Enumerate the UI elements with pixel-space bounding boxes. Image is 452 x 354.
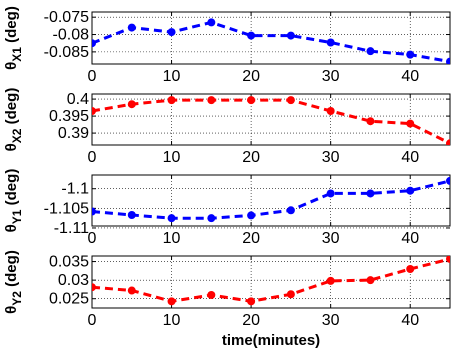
x-tick-label: 20	[242, 68, 260, 85]
y-tick-label: -1.11	[54, 220, 89, 237]
x-tick-label: 0	[88, 68, 97, 85]
y-tick-label: -0.085	[44, 44, 89, 61]
x-tick-label: 30	[322, 312, 340, 329]
data-point	[92, 107, 96, 115]
x-tick-label: 10	[163, 149, 181, 166]
axes-frame	[91, 11, 451, 65]
y-tick-label: 0.025	[49, 291, 89, 308]
y-tick-label: -1.105	[44, 200, 89, 217]
data-point	[286, 206, 295, 215]
data-point	[167, 28, 176, 37]
series-line	[92, 98, 450, 145]
data-point	[247, 297, 256, 306]
data-point	[92, 39, 96, 48]
data-point	[326, 189, 335, 198]
data-point	[366, 276, 375, 285]
data-point	[286, 96, 295, 105]
data-point	[167, 214, 176, 223]
subplot-4: 0 10 20 30 40 0.025 0.030.035 θY2 (deg) time(min…	[3, 250, 451, 349]
data-point	[406, 119, 415, 128]
axes-frame	[91, 255, 451, 309]
y-tick-label: -0.08	[53, 27, 90, 44]
x-tick-label: 20	[242, 312, 260, 329]
data-point	[127, 286, 136, 295]
y-tick-label: 0.395	[49, 108, 89, 125]
x-tick-label: 40	[401, 230, 419, 247]
data-point	[446, 176, 450, 185]
data-point	[446, 139, 450, 145]
data-point	[92, 207, 96, 216]
data-point	[286, 290, 295, 299]
data-point	[406, 50, 415, 59]
series-line	[92, 179, 450, 220]
data-point	[326, 107, 335, 115]
data-point	[247, 96, 256, 105]
y-tick-label: 0.39	[58, 125, 89, 142]
y-axis-label: θY1 (deg)	[3, 169, 24, 233]
data-point	[127, 100, 136, 109]
series-line	[92, 257, 450, 303]
y-tick-label: 0.03	[58, 272, 89, 289]
y-tick-label: 0.4	[67, 91, 89, 108]
x-tick-label: 20	[242, 230, 260, 247]
x-tick-label: 40	[401, 312, 419, 329]
axes-frame	[91, 174, 451, 227]
y-tick-label: -1.1	[61, 181, 89, 198]
y-axis-label: θX2 (deg)	[3, 88, 24, 152]
series-line	[92, 20, 450, 64]
data-point	[446, 256, 450, 263]
data-point	[406, 186, 415, 195]
data-point	[127, 23, 136, 32]
data-point	[167, 297, 176, 306]
x-tick-label: 10	[163, 68, 181, 85]
y-axis-label: θX1 (deg)	[3, 6, 24, 70]
y-axis-label: θY2 (deg)	[3, 250, 24, 314]
x-tick-label: 0	[88, 312, 97, 329]
axes-frame	[91, 93, 451, 146]
x-tick-label: 0	[88, 149, 97, 166]
data-point	[366, 189, 375, 198]
x-tick-label: 30	[322, 149, 340, 166]
data-point	[207, 18, 216, 27]
data-point	[446, 57, 450, 64]
data-point	[207, 291, 216, 299]
data-point	[127, 211, 136, 220]
x-tick-label: 10	[163, 312, 181, 329]
data-point	[167, 96, 176, 105]
data-point	[92, 283, 96, 292]
data-point	[326, 38, 335, 47]
data-point	[286, 31, 295, 40]
data-point	[326, 276, 335, 285]
data-point	[406, 265, 415, 273]
x-tick-label: 0	[88, 230, 97, 247]
y-tick-label: -0.075	[44, 9, 89, 26]
x-tick-label: 20	[242, 149, 260, 166]
x-axis-label: time(minutes)	[222, 332, 320, 349]
data-point	[366, 47, 375, 56]
x-tick-label: 10	[163, 230, 181, 247]
data-point	[207, 96, 216, 105]
data-point	[247, 31, 256, 40]
x-tick-label: 30	[322, 68, 340, 85]
data-point	[207, 214, 216, 223]
x-tick-label: 40	[401, 149, 419, 166]
y-tick-label: 0.035	[49, 254, 89, 271]
data-point	[247, 211, 256, 220]
x-tick-label: 30	[322, 230, 340, 247]
x-tick-label: 40	[401, 68, 419, 85]
subplot-3: 0 10 20 30 40 -1.1 -1.105 -1.11 θY1 (deg)	[3, 169, 451, 247]
data-point	[366, 117, 375, 126]
subplot-1: 0 10 20 30 40 -0.075-0.08-0.085 θX1 (deg)	[3, 6, 451, 85]
